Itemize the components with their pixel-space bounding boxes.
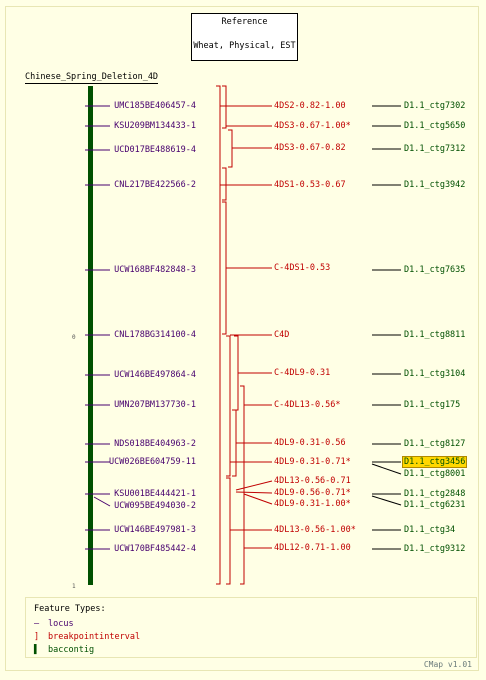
feature-types-legend: Feature Types: — locus ] breakpointinterva… xyxy=(25,597,477,658)
locus-tick xyxy=(93,496,111,507)
axis-label-top: 0 xyxy=(72,334,76,341)
contig-label[interactable]: D1.1_ctg2848 xyxy=(404,489,466,499)
locus-label[interactable]: UMN207BM137730-1 xyxy=(114,400,196,410)
contig-label[interactable]: D1.1_ctg8811 xyxy=(404,330,466,340)
breakpoint-label[interactable]: 4DS3-0.67-1.00* xyxy=(274,121,351,131)
contig-connectors xyxy=(371,105,402,550)
breakpoint-bracket xyxy=(228,129,233,168)
legend-item-locus: — locus xyxy=(34,619,74,629)
breakpoint-label[interactable]: 4DS2-0.82-1.00 xyxy=(274,101,346,111)
map-title[interactable]: Chinese_Spring_Deletion_4D xyxy=(25,72,159,84)
locus-label[interactable]: UCW026BE604759-11 xyxy=(109,457,196,467)
breakpoint-bracket xyxy=(240,385,245,585)
breakpoint-label[interactable]: 4DL9-0.31-0.71* xyxy=(274,457,351,467)
locus-label[interactable]: KSU209BM134433-1 xyxy=(114,121,196,131)
locus-label[interactable]: UCW170BF485442-4 xyxy=(114,544,196,554)
breakpoint-label[interactable]: 4DL9-0.31-0.56 xyxy=(274,438,346,448)
contig-label[interactable]: D1.1_ctg5650 xyxy=(404,121,466,131)
locus-label[interactable]: UMC185BE406457-4 xyxy=(114,101,196,111)
map-frame xyxy=(5,6,479,671)
breakpoint-connectors xyxy=(220,105,273,549)
breakpoint-bracket xyxy=(226,335,231,477)
reference-subtitle: Wheat, Physical, EST xyxy=(193,41,296,51)
contig-label[interactable]: D1.1_ctg34 xyxy=(404,525,456,535)
legend-item-breakpointinterval: ] breakpointinterval xyxy=(34,632,140,642)
breakpoint-label[interactable]: 4DL9-0.31-1.00* xyxy=(274,499,351,509)
breakpoint-label[interactable]: 4DL13-0.56-1.00* xyxy=(274,525,356,535)
breakpoint-bracket xyxy=(222,85,227,129)
legend-item-baccontig: ▌ baccontig xyxy=(34,645,94,655)
locus-label[interactable]: UCW168BF482848-3 xyxy=(114,265,196,275)
locus-ticks xyxy=(85,105,111,550)
reference-box[interactable]: Reference Wheat, Physical, EST xyxy=(191,13,298,61)
breakpoint-label[interactable]: C-4DL9-0.31 xyxy=(274,368,331,378)
locus-label[interactable]: UCW095BE494030-2 xyxy=(114,501,196,511)
breakpoint-bracket xyxy=(222,201,227,335)
breakpoint-bracket xyxy=(216,85,221,585)
breakpoint-label[interactable]: 4DS1-0.53-0.67 xyxy=(274,180,346,190)
breakpoint-label[interactable]: C-4DL13-0.56* xyxy=(274,400,341,410)
contig-label[interactable]: D1.1_ctg3104 xyxy=(404,369,466,379)
contig-label[interactable]: D1.1_ctg8127 xyxy=(404,439,466,449)
breakpoint-bracket xyxy=(222,167,227,201)
locus-label[interactable]: UCW146BE497981-3 xyxy=(114,525,196,535)
contig-label[interactable]: D1.1_ctg3942 xyxy=(404,180,466,190)
contig-label[interactable]: D1.1_ctg8001 xyxy=(404,469,466,479)
breakpoint-bracket xyxy=(226,477,231,585)
locus-label[interactable]: UCW146BE497864-4 xyxy=(114,370,196,380)
locus-label[interactable]: CNL178BG314100-4 xyxy=(114,330,196,340)
breakpoint-label[interactable]: 4DL13-0.56-0.71 xyxy=(274,476,351,486)
contig-label[interactable]: D1.1_ctg175 xyxy=(404,400,461,410)
bracket-icon: ] xyxy=(34,632,40,642)
breakpoint-bracket xyxy=(232,409,237,477)
locus-label[interactable]: UCD017BE488619-4 xyxy=(114,145,196,155)
axis-label-bottom: 1 xyxy=(72,583,76,590)
legend-label: locus xyxy=(48,619,74,629)
legend-header: Feature Types: xyxy=(34,604,106,614)
cmap-version-footer: CMap v1.01 xyxy=(423,660,472,669)
contig-label[interactable]: D1.1_ctg7302 xyxy=(404,101,466,111)
legend-label: baccontig xyxy=(48,645,95,655)
breakpoint-label[interactable]: 4DL12-0.71-1.00 xyxy=(274,543,351,553)
contig-label[interactable]: D1.1_ctg6231 xyxy=(404,500,466,510)
contig-label-highlighted[interactable]: D1.1_ctg3456 xyxy=(401,456,468,468)
reference-title: Reference xyxy=(221,17,268,27)
contig-label[interactable]: D1.1_ctg7635 xyxy=(404,265,466,275)
breakpoint-label[interactable]: 4DL9-0.56-0.71* xyxy=(274,488,351,498)
contig-label[interactable]: D1.1_ctg9312 xyxy=(404,544,466,554)
contig-label[interactable]: D1.1_ctg7312 xyxy=(404,144,466,154)
locus-label[interactable]: CNL217BE422566-2 xyxy=(114,180,196,190)
breakpoint-bracket xyxy=(234,335,239,411)
breakpoint-label[interactable]: C4D xyxy=(274,330,290,340)
bar-icon: ▌ xyxy=(34,645,40,655)
breakpoint-label[interactable]: C-4DS1-0.53 xyxy=(274,263,331,273)
breakpoint-label[interactable]: 4DS3-0.67-0.82 xyxy=(274,143,346,153)
locus-line-icon: — xyxy=(34,619,40,629)
locus-label[interactable]: KSU001BE444421-1 xyxy=(114,489,196,499)
legend-label: breakpointinterval xyxy=(48,632,141,642)
locus-label[interactable]: NDS018BE404963-2 xyxy=(114,439,196,449)
